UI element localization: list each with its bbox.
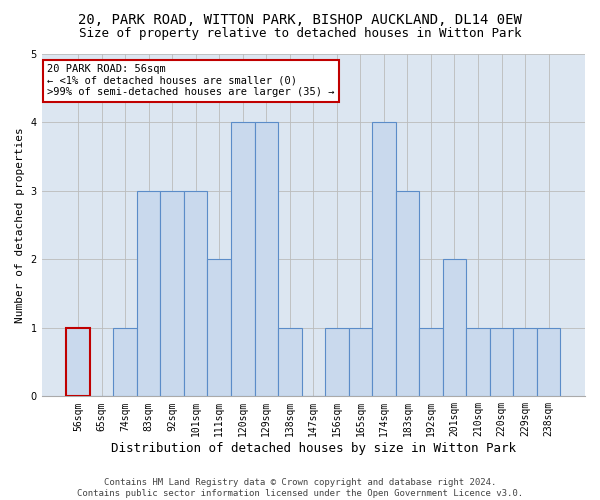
Text: Contains HM Land Registry data © Crown copyright and database right 2024.
Contai: Contains HM Land Registry data © Crown c… [77,478,523,498]
Bar [443,260,466,396]
Bar [254,122,278,396]
Bar [395,191,419,396]
Bar [160,191,184,396]
X-axis label: Distribution of detached houses by size in Witton Park: Distribution of detached houses by size … [111,442,516,455]
Bar [349,328,372,396]
Bar [537,328,560,396]
Bar [513,328,537,396]
Bar [137,191,160,396]
Bar [466,328,490,396]
Bar [184,191,208,396]
Bar [278,328,302,396]
Bar [325,328,349,396]
Text: Size of property relative to detached houses in Witton Park: Size of property relative to detached ho… [79,28,521,40]
Bar [113,328,137,396]
Bar [372,122,395,396]
Bar [419,328,443,396]
Y-axis label: Number of detached properties: Number of detached properties [15,128,25,323]
Bar [67,328,90,396]
Bar [231,122,254,396]
Text: 20, PARK ROAD, WITTON PARK, BISHOP AUCKLAND, DL14 0EW: 20, PARK ROAD, WITTON PARK, BISHOP AUCKL… [78,12,522,26]
Bar [208,260,231,396]
Text: 20 PARK ROAD: 56sqm
← <1% of detached houses are smaller (0)
>99% of semi-detach: 20 PARK ROAD: 56sqm ← <1% of detached ho… [47,64,335,98]
Bar [490,328,513,396]
